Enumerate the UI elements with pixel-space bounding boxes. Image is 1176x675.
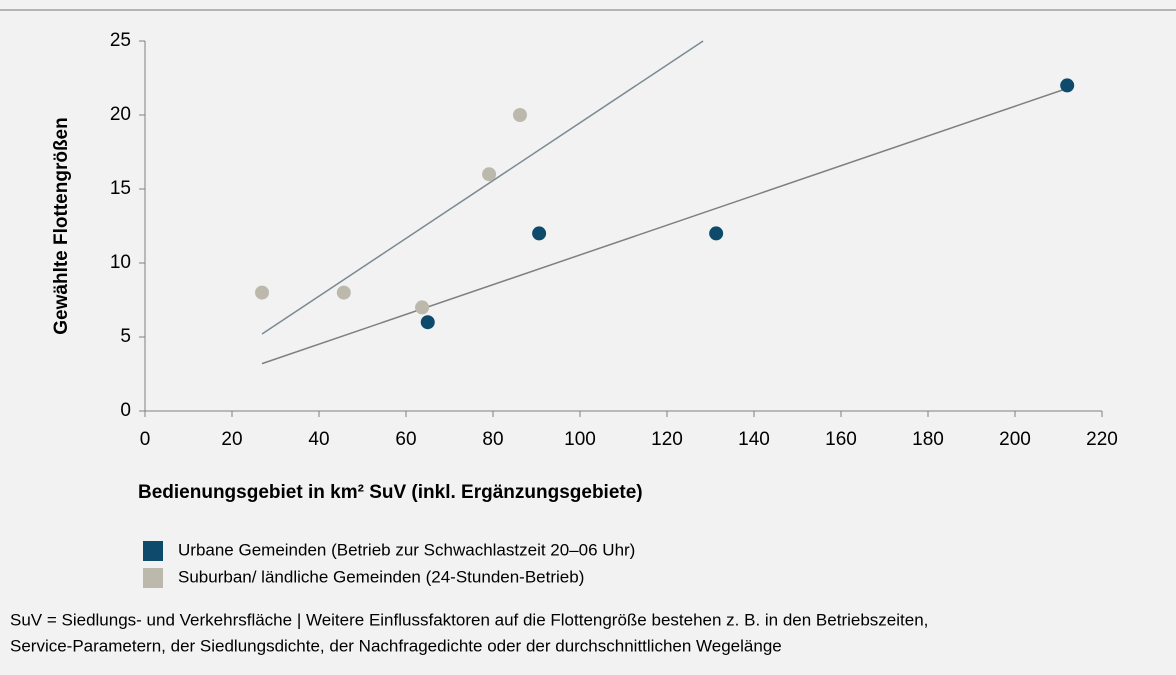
- x-tick-label: 40: [308, 429, 329, 450]
- footnote: SuV = Siedlungs- und Verkehrsfläche | We…: [10, 610, 928, 629]
- x-tick-label: 80: [482, 429, 503, 450]
- footnote: Service-Parametern, der Siedlungsdichte,…: [10, 636, 782, 655]
- point: [420, 315, 435, 330]
- trend-line: [261, 87, 1068, 365]
- y-tick-label: 20: [110, 104, 131, 125]
- x-tick-label: 200: [999, 429, 1031, 450]
- x-tick-label: 0: [140, 429, 151, 450]
- legend-swatch: [143, 541, 163, 561]
- legend-label: Urbane Gemeinden (Betrieb zur Schwachlas…: [178, 540, 635, 559]
- x-tick-label: 120: [651, 429, 683, 450]
- trend-line: [261, 40, 704, 335]
- x-tick-label: 60: [395, 429, 416, 450]
- point: [512, 108, 527, 122]
- y-tick-label: 25: [110, 30, 131, 51]
- point: [255, 285, 270, 300]
- point: [482, 167, 497, 182]
- y-tick-label: 10: [110, 252, 131, 273]
- y-axis-label: Gewählte Flottengrößen: [51, 117, 72, 334]
- x-tick-label: 100: [564, 429, 596, 450]
- y-tick-label: 15: [110, 178, 131, 199]
- point: [415, 300, 430, 315]
- legend-label: Suburban/ ländliche Gemeinden (24-Stunde…: [178, 567, 584, 586]
- legend-swatch: [143, 568, 163, 588]
- x-tick-label: 140: [738, 429, 770, 450]
- point: [709, 226, 724, 241]
- x-tick-label: 180: [912, 429, 944, 450]
- y-tick-label: 5: [120, 326, 131, 347]
- y-tick-label: 0: [120, 400, 131, 421]
- x-tick-label: 160: [825, 429, 857, 450]
- x-axis-label: Bedienungsgebiet in km² SuV (inkl. Ergän…: [138, 482, 643, 503]
- x-tick-label: 20: [221, 429, 242, 450]
- point: [336, 285, 351, 300]
- x-tick-label: 220: [1086, 429, 1118, 450]
- point: [532, 226, 547, 241]
- point: [1060, 78, 1075, 93]
